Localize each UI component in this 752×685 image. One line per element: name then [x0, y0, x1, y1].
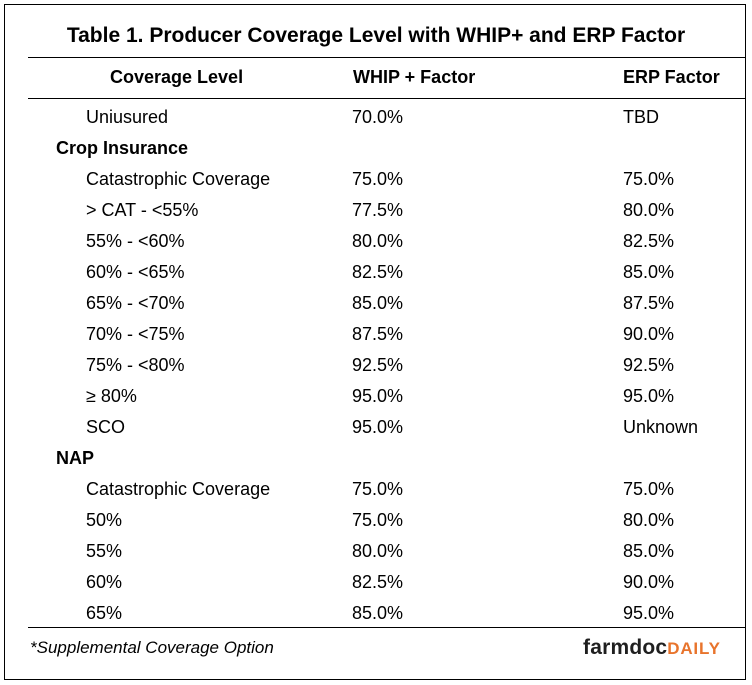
- row-label: 70% - <75%: [86, 324, 185, 344]
- table-row: Uniusured 70.0% TBD: [0, 102, 752, 132]
- table-row: 75% - <80% 92.5% 92.5%: [0, 350, 752, 380]
- whip-factor-cell: 75.0%: [352, 169, 404, 189]
- table-row: 50% 75.0% 80.0%: [0, 505, 752, 535]
- logo-text-daily: DAILY: [667, 639, 721, 658]
- whip-factor-cell: 95.0%: [352, 386, 404, 406]
- column-header-erp-factor: ERP Factor: [623, 67, 720, 87]
- table-row: 70% - <75% 87.5% 90.0%: [0, 319, 752, 349]
- erp-factor-cell: 85.0%: [623, 541, 675, 561]
- whip-factor-cell: 75.0%: [352, 510, 404, 530]
- erp-factor-cell: 95.0%: [623, 603, 675, 623]
- row-label: 60%: [86, 572, 123, 592]
- table-frame: [4, 4, 746, 680]
- row-label: 65%: [86, 603, 123, 623]
- title-rule: [28, 57, 746, 58]
- table-row: 65% 85.0% 95.0%: [0, 598, 752, 628]
- section-row: Crop Insurance: [0, 133, 752, 163]
- whip-factor-cell: 95.0%: [352, 417, 404, 437]
- table-row: > CAT - <55% 77.5% 80.0%: [0, 195, 752, 225]
- whip-factor-cell: 85.0%: [352, 603, 404, 623]
- row-label: SCO: [86, 417, 126, 437]
- erp-factor-cell: 75.0%: [623, 169, 675, 189]
- table-row: 60% 82.5% 90.0%: [0, 567, 752, 597]
- row-label: 65% - <70%: [86, 293, 185, 313]
- erp-factor-cell: 75.0%: [623, 479, 675, 499]
- table-row: SCO 95.0% Unknown: [0, 412, 752, 442]
- table-title: Table 1. Producer Coverage Level with WH…: [66, 24, 686, 47]
- row-label: ≥ 80%: [86, 386, 137, 406]
- erp-factor-cell: 92.5%: [623, 355, 675, 375]
- whip-factor-cell: 82.5%: [352, 262, 404, 282]
- row-label: Catastrophic Coverage: [86, 169, 271, 189]
- erp-factor-cell: 90.0%: [623, 572, 675, 592]
- row-label: Uniusured: [86, 107, 169, 127]
- erp-factor-cell: 80.0%: [623, 200, 675, 220]
- row-label: 50%: [86, 510, 123, 530]
- farmdoc-daily-logo: farmdocDAILY: [583, 634, 721, 663]
- table-row: 60% - <65% 82.5% 85.0%: [0, 257, 752, 287]
- erp-factor-cell: 90.0%: [623, 324, 675, 344]
- table-row: 55% - <60% 80.0% 82.5%: [0, 226, 752, 256]
- whip-factor-cell: 75.0%: [352, 479, 404, 499]
- row-label: 60% - <65%: [86, 262, 185, 282]
- table-row: Catastrophic Coverage 75.0% 75.0%: [0, 164, 752, 194]
- table-row: 65% - <70% 85.0% 87.5%: [0, 288, 752, 318]
- row-label: > CAT - <55%: [86, 200, 199, 220]
- erp-factor-cell: TBD: [623, 107, 659, 127]
- erp-factor-cell: Unknown: [623, 417, 699, 437]
- whip-factor-cell: 80.0%: [352, 231, 404, 251]
- footer-rule: [28, 627, 746, 628]
- erp-factor-cell: 80.0%: [623, 510, 675, 530]
- erp-factor-cell: 85.0%: [623, 262, 675, 282]
- table-row: Catastrophic Coverage 75.0% 75.0%: [0, 474, 752, 504]
- row-label: NAP: [56, 448, 95, 468]
- whip-factor-cell: 77.5%: [352, 200, 404, 220]
- row-label: 55% - <60%: [86, 231, 185, 251]
- row-label: 75% - <80%: [86, 355, 185, 375]
- whip-factor-cell: 85.0%: [352, 293, 404, 313]
- column-header-coverage-level: Coverage Level: [110, 67, 244, 87]
- header-rule: [28, 98, 746, 99]
- row-label: 55%: [86, 541, 123, 561]
- erp-factor-cell: 87.5%: [623, 293, 675, 313]
- whip-factor-cell: 92.5%: [352, 355, 404, 375]
- whip-factor-cell: 70.0%: [352, 107, 404, 127]
- row-label: Catastrophic Coverage: [86, 479, 271, 499]
- erp-factor-cell: 82.5%: [623, 231, 675, 251]
- whip-factor-cell: 82.5%: [352, 572, 404, 592]
- whip-factor-cell: 80.0%: [352, 541, 404, 561]
- table-row: ≥ 80% 95.0% 95.0%: [0, 381, 752, 411]
- row-label: Crop Insurance: [56, 138, 189, 158]
- section-row: NAP: [0, 443, 752, 473]
- table-row: 55% 80.0% 85.0%: [0, 536, 752, 566]
- whip-factor-cell: 87.5%: [352, 324, 404, 344]
- erp-factor-cell: 95.0%: [623, 386, 675, 406]
- column-header-whip-factor: WHIP + Factor: [353, 67, 476, 87]
- footnote: *Supplemental Coverage Option: [30, 638, 274, 657]
- logo-text-farmdoc: farmdoc: [583, 636, 668, 659]
